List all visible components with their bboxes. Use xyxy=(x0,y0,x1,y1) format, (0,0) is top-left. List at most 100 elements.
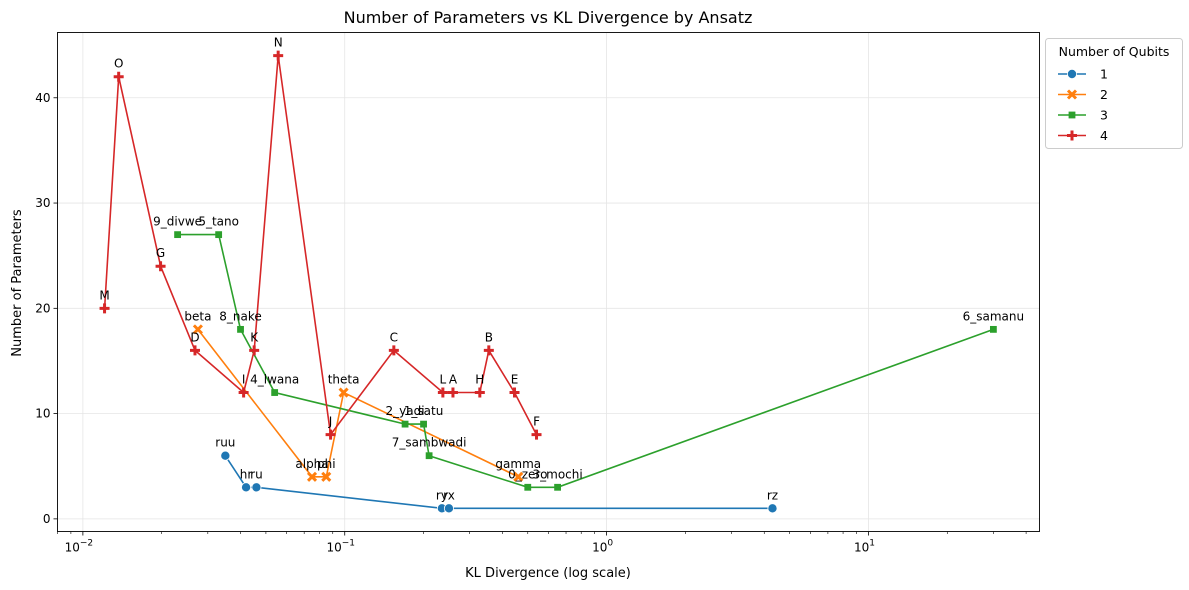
point-label-0_zero: 0_zero xyxy=(508,467,547,481)
data-point-theta xyxy=(338,387,349,398)
data-point-0_zero xyxy=(524,483,532,491)
y-tick-label: 40 xyxy=(35,91,50,105)
grid xyxy=(57,32,1040,532)
data-point-D xyxy=(189,345,200,356)
y-tick-label: 30 xyxy=(35,196,50,210)
point-label-O: O xyxy=(114,57,123,71)
data-point-9_divwe xyxy=(174,231,181,239)
x-tick-label: 10−2 xyxy=(65,539,94,555)
point-label-D: D xyxy=(190,330,199,344)
ticks: 0 10 20 30 40 10−2 10−1 100 101 xyxy=(35,91,1027,555)
x-axis-label: KL Divergence (log scale) xyxy=(465,566,631,581)
data-point-J xyxy=(325,429,336,440)
legend-marker xyxy=(1067,130,1077,141)
chart-title: Number of Parameters vs KL Divergence by… xyxy=(344,8,753,27)
data-point-ru xyxy=(251,482,262,493)
point-label-phi: phi xyxy=(317,457,336,471)
series-line-4 xyxy=(103,55,538,437)
legend-marker xyxy=(1066,89,1078,100)
series-3 xyxy=(174,231,997,491)
legend-marker xyxy=(1068,111,1076,119)
series-line-1 xyxy=(224,455,773,510)
point-label-2_yadi: 2_yadi xyxy=(386,404,425,418)
legend: Number of Qubits 1 2 3 4 xyxy=(1045,38,1183,149)
data-point-6_samanu xyxy=(989,325,997,333)
data-point-O xyxy=(113,71,124,82)
point-label-4_lwana: 4_lwana xyxy=(250,373,299,387)
x-tick-label: 100 xyxy=(592,539,613,555)
data-point-K xyxy=(249,345,260,356)
point-label-K: K xyxy=(250,330,259,344)
point-label-ru: ru xyxy=(250,467,263,481)
point-label-J: J xyxy=(328,415,333,429)
point-label-3_mochi: 3_mochi xyxy=(533,467,583,481)
point-label-alpha: alpha xyxy=(295,457,328,471)
legend-marker xyxy=(1067,69,1078,80)
data-point-I xyxy=(238,387,249,398)
y-tick-label: 0 xyxy=(43,512,51,526)
point-label-B: B xyxy=(485,330,493,344)
legend-item-3: 3 xyxy=(1058,108,1108,123)
data-point-8_nake xyxy=(237,325,244,333)
data-point-L xyxy=(437,387,448,398)
point-label-7_sambwadi: 7_sambwadi xyxy=(392,436,467,450)
point-label-M: M xyxy=(99,288,109,302)
data-point-2_yadi xyxy=(401,420,409,428)
legend-label: 3 xyxy=(1100,108,1108,123)
data-point-gamma xyxy=(513,471,524,482)
data-point-7_sambwadi xyxy=(425,452,433,460)
point-label-H: H xyxy=(475,373,484,387)
point-label-E: E xyxy=(511,373,519,387)
data-point-5_tano xyxy=(215,231,223,239)
data-point-alpha xyxy=(306,471,318,482)
legend-label: 1 xyxy=(1100,67,1108,82)
legend-item-4: 4 xyxy=(1058,128,1108,143)
point-label-C: C xyxy=(390,330,398,344)
point-label-9_divwe: 9_divwe xyxy=(153,215,202,229)
series-4 xyxy=(99,50,542,440)
data-point-E xyxy=(509,387,520,398)
data-point-phi xyxy=(321,471,332,482)
legend-label: 2 xyxy=(1100,87,1108,102)
point-label-6_samanu: 6_samanu xyxy=(963,309,1025,323)
data-point-rz xyxy=(767,503,778,514)
point-label-ruu: ruu xyxy=(215,436,235,450)
legend-items: 1 2 3 4 xyxy=(1058,67,1108,143)
legend-title: Number of Qubits xyxy=(1059,44,1170,59)
point-label-L: L xyxy=(440,373,447,387)
series-line-2 xyxy=(197,328,519,478)
data-point-G xyxy=(155,261,166,272)
point-label-N: N xyxy=(274,36,283,50)
legend-box xyxy=(1045,38,1183,149)
series-2 xyxy=(192,324,524,482)
y-tick-label: 20 xyxy=(35,301,50,315)
data-point-beta xyxy=(192,324,203,335)
data-point-ruu xyxy=(220,450,231,461)
data-point-M xyxy=(99,303,110,314)
series-group xyxy=(99,50,997,514)
point-label-I: I xyxy=(242,373,246,387)
point-label-5_tano: 5_tano xyxy=(198,215,239,229)
data-point-rx xyxy=(443,503,454,514)
series-line-3 xyxy=(177,233,994,489)
data-point-1_satu xyxy=(420,420,427,428)
data-point-A xyxy=(447,387,458,398)
data-point-F xyxy=(531,429,542,440)
data-point-H xyxy=(474,387,485,398)
plot-frame xyxy=(57,32,1040,532)
legend-item-2: 2 xyxy=(1058,87,1108,102)
point-label-theta: theta xyxy=(328,373,360,387)
series-1 xyxy=(220,450,778,514)
data-point-N xyxy=(273,50,284,61)
point-label-beta: beta xyxy=(184,309,211,323)
data-point-B xyxy=(483,345,494,356)
point-label-gamma: gamma xyxy=(495,457,541,471)
x-tick-label: 10−1 xyxy=(326,539,355,555)
point-label-ry: ry xyxy=(436,488,448,502)
data-point-4_lwana xyxy=(271,389,279,396)
point-label-hr: hr xyxy=(240,467,253,481)
y-axis-label: Number of Parameters xyxy=(10,209,25,357)
point-label-rx: rx xyxy=(443,488,455,502)
